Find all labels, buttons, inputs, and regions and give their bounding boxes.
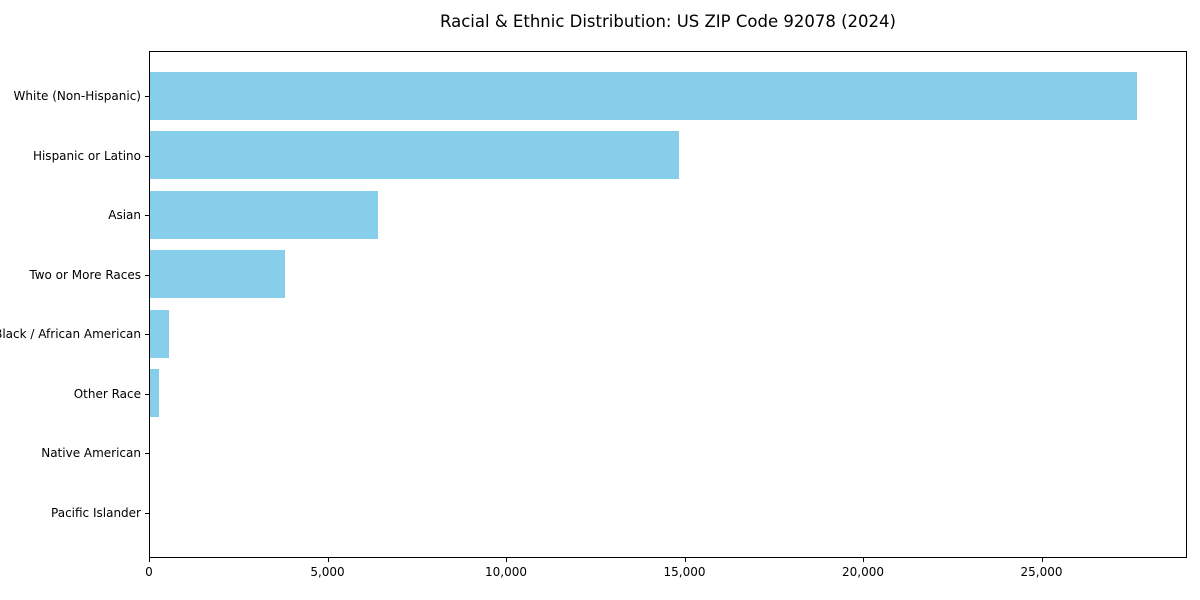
x-tick-mark: [149, 558, 150, 562]
plot-area: [149, 51, 1187, 558]
y-tick-label: Two or More Races: [29, 267, 141, 282]
y-tick-mark: [145, 215, 149, 217]
x-tick-label: 10,000: [485, 565, 527, 579]
y-tick-label: White (Non-Hispanic): [13, 89, 141, 104]
y-tick-mark: [145, 512, 149, 514]
x-tick-mark: [684, 558, 686, 562]
y-tick-mark: [145, 96, 149, 98]
y-tick-label: Pacific Islander: [51, 505, 141, 520]
bar: [150, 309, 169, 358]
y-tick-label: Hispanic or Latino: [32, 148, 141, 163]
x-tick-mark: [1041, 558, 1043, 562]
x-tick-label: 20,000: [842, 565, 884, 579]
x-tick-mark: [863, 558, 864, 562]
x-tick-mark: [327, 558, 329, 562]
bar: [150, 369, 159, 418]
y-tick-mark: [145, 393, 149, 395]
y-tick-label: Black / African American: [0, 327, 141, 342]
y-tick-label: Native American: [41, 446, 141, 461]
x-tick-label: 0: [145, 565, 153, 579]
x-tick-label: 15,000: [663, 565, 706, 579]
bar: [150, 71, 1138, 120]
chart-title: Racial & Ethnic Distribution: US ZIP Cod…: [440, 12, 896, 31]
y-tick-mark: [145, 274, 149, 276]
x-tick-label: 5,000: [310, 565, 345, 579]
x-tick-mark: [506, 558, 507, 562]
y-tick-label: Other Race: [73, 386, 141, 401]
x-tick-label: 25,000: [1020, 565, 1063, 579]
y-tick-mark: [145, 155, 149, 157]
bar: [150, 190, 379, 239]
y-tick-mark: [145, 334, 149, 336]
y-tick-label: Asian: [108, 208, 141, 223]
y-tick-mark: [145, 453, 149, 455]
bar: [150, 250, 285, 299]
bar: [150, 131, 680, 180]
